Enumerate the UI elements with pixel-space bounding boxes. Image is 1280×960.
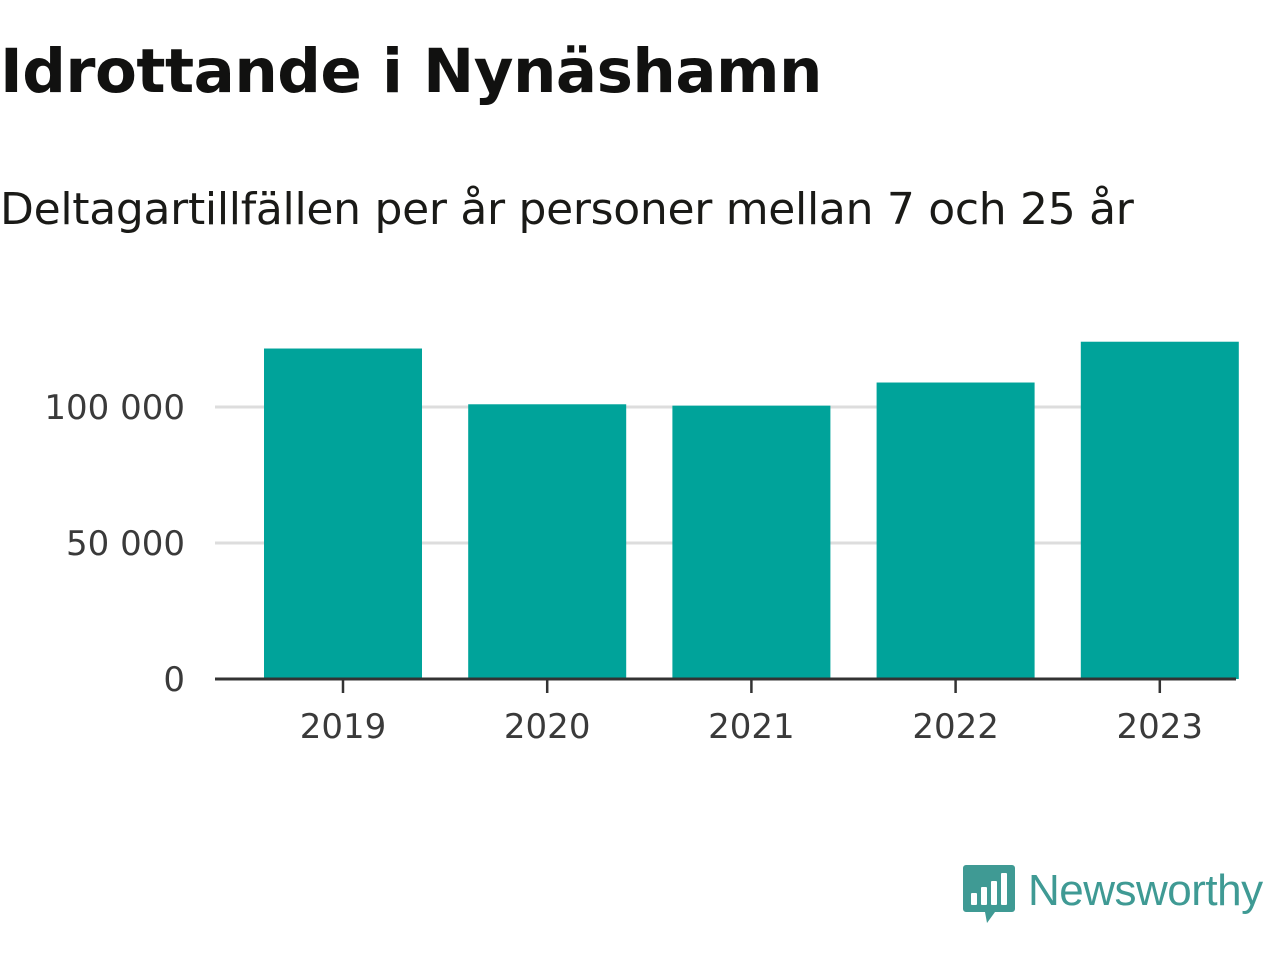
bar-2019 [264, 348, 422, 679]
bar-2023 [1080, 341, 1239, 679]
bar-2022 [876, 382, 1035, 679]
brand-name: Newsworthy [1028, 866, 1263, 915]
x-axis [215, 677, 1236, 693]
x-tick-label: 2020 [504, 707, 591, 747]
chart-subtitle: Deltagartillfällen per år personer mella… [0, 184, 1134, 235]
x-tick-label: 2023 [1117, 707, 1204, 747]
newsworthy-logo-icon [963, 865, 1015, 923]
bar-2020 [468, 404, 627, 679]
x-tick-label: 2021 [708, 707, 795, 747]
y-tick-label: 100 000 [44, 388, 185, 428]
chart-title: Idrottande i Nynäshamn [0, 36, 822, 107]
y-axis-tick-labels: 0 50 000 100 000 [44, 388, 185, 700]
bar-2021 [672, 405, 831, 679]
x-tick-label: 2019 [300, 707, 387, 747]
x-axis-tick-labels: 2019 2020 2021 2022 2023 [300, 707, 1203, 747]
bars [264, 341, 1239, 679]
y-tick-label: 0 [163, 660, 185, 700]
y-tick-label: 50 000 [66, 524, 185, 564]
brand-logo: Newsworthy [962, 862, 1263, 928]
x-tick-label: 2022 [912, 707, 999, 747]
